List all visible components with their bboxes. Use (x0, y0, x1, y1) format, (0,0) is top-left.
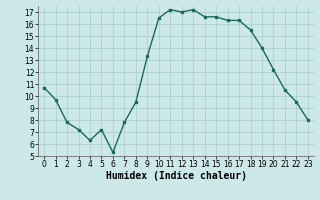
X-axis label: Humidex (Indice chaleur): Humidex (Indice chaleur) (106, 171, 246, 181)
